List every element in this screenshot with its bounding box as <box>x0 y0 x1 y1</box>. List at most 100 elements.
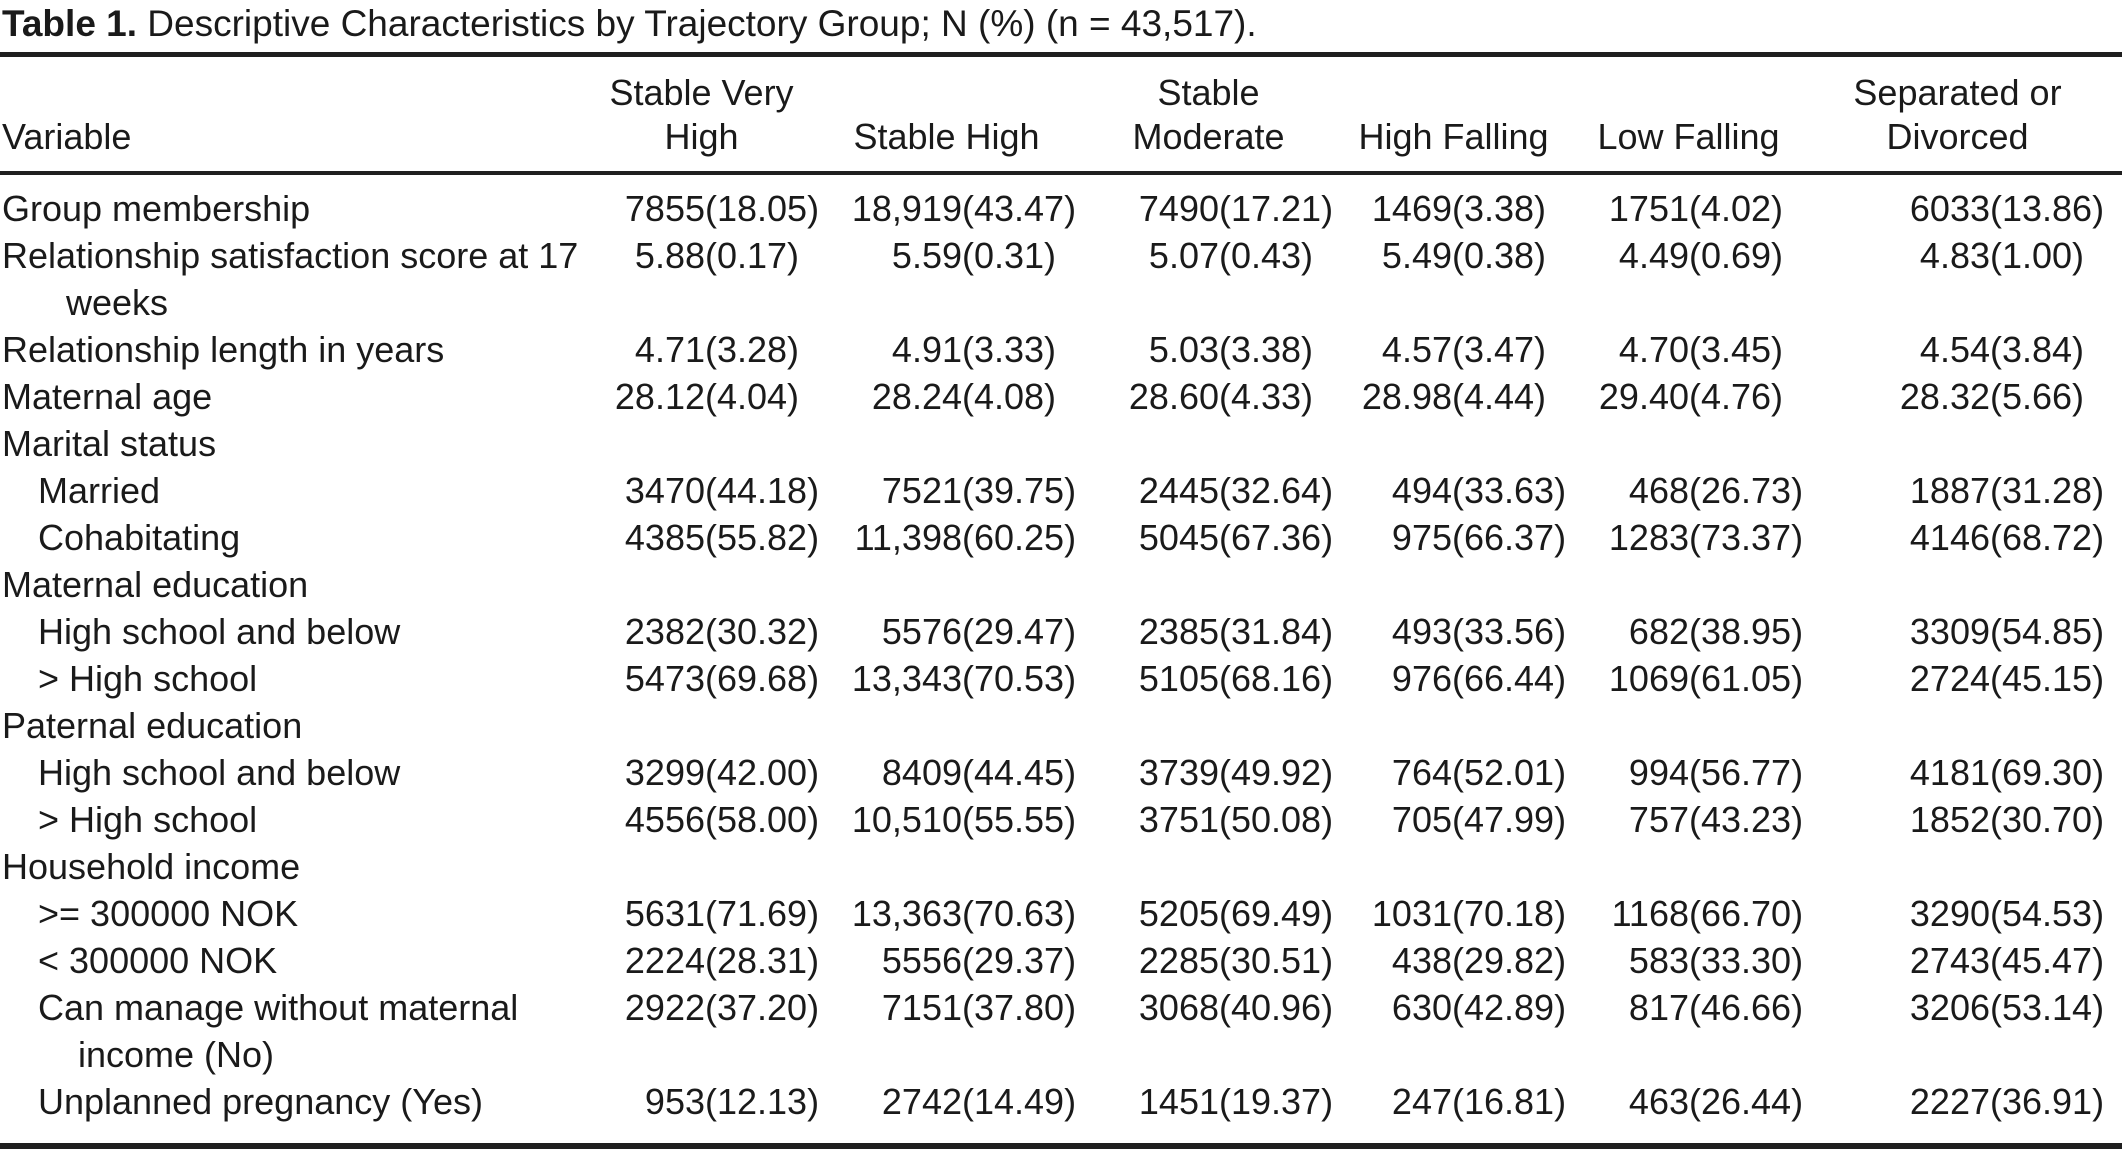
cell-count: 4.54 <box>1919 329 1990 370</box>
cell-percent: (4.04) <box>705 376 800 417</box>
cell-count: 5576 <box>881 611 962 652</box>
cell-count: 28.24 <box>871 376 962 417</box>
bottom-rule <box>0 1143 2122 1149</box>
cell-count: 247 <box>1391 1081 1452 1122</box>
cell-count: 5.07 <box>1148 235 1219 276</box>
cell-percent: (55.82) <box>705 517 820 558</box>
cell-percent: (3.84) <box>1990 329 2085 370</box>
cell-percent: (66.70) <box>1689 893 1804 934</box>
cell-percent: (38.95) <box>1689 611 1804 652</box>
cell-percent: (71.69) <box>705 893 820 934</box>
cell-filler <box>2108 749 2122 796</box>
cell-percent: (31.84) <box>1219 611 1334 652</box>
cell-empty <box>590 420 2122 467</box>
column-header-variable: Variable <box>0 57 590 175</box>
cell-count: 4.57 <box>1381 329 1452 370</box>
cell-percent: (29.37) <box>962 940 1077 981</box>
cell-count: 1283 <box>1608 517 1689 558</box>
cell-count: 2385 <box>1138 611 1219 652</box>
table-row: Relationship satisfaction score at 17 we… <box>0 232 2122 326</box>
cell-count: 1451 <box>1138 1081 1219 1122</box>
cell-count: 7490 <box>1138 188 1219 229</box>
cell-filler <box>2108 514 2122 561</box>
cell-count: 463 <box>1628 1081 1689 1122</box>
cell-percent: (3.47) <box>1452 329 1547 370</box>
table-row: > High school 5473 (69.68) 13,343 (70.53) 510… <box>0 655 2122 702</box>
cell-filler <box>2108 1078 2122 1135</box>
table-row: Can manage without maternal income (No) 2… <box>0 984 2122 1078</box>
cell-percent: (3.38) <box>1452 188 1547 229</box>
row-label: Maternal age <box>2 376 213 417</box>
cell-percent: (47.99) <box>1452 799 1567 840</box>
table-row: >= 300000 NOK 5631 (71.69) 13,363 (70.63) 520… <box>0 890 2122 937</box>
cell-filler <box>2108 655 2122 702</box>
row-label: >= 300000 NOK <box>38 893 299 934</box>
cell-count: 2382 <box>624 611 705 652</box>
table-caption-number: Table 1. <box>2 3 138 44</box>
row-label: Group membership <box>2 188 311 229</box>
cell-percent: (13.86) <box>1990 188 2105 229</box>
cell-percent: (0.17) <box>705 235 800 276</box>
table-row: < 300000 NOK 2224 (28.31) 5556 (29.37) 2285 (3… <box>0 937 2122 984</box>
cell-percent: (0.43) <box>1219 235 1314 276</box>
row-label: Unplanned pregnancy (Yes) <box>38 1081 483 1122</box>
cell-percent: (58.00) <box>705 799 820 840</box>
column-header-stable-high: Stable High <box>813 57 1080 175</box>
row-group-label: Marital status <box>2 423 217 464</box>
cell-percent: (42.89) <box>1452 987 1567 1028</box>
cell-count: 2742 <box>881 1081 962 1122</box>
cell-percent: (50.08) <box>1219 799 1334 840</box>
column-header-filler <box>2108 57 2122 175</box>
cell-count: 705 <box>1391 799 1452 840</box>
cell-count: 4.91 <box>891 329 962 370</box>
cell-percent: (37.20) <box>705 987 820 1028</box>
cell-percent: (33.63) <box>1452 470 1567 511</box>
cell-percent: (49.92) <box>1219 752 1334 793</box>
cell-percent: (17.21) <box>1219 188 1334 229</box>
cell-count: 764 <box>1391 752 1452 793</box>
cell-percent: (73.37) <box>1689 517 1804 558</box>
cell-percent: (66.37) <box>1452 517 1567 558</box>
top-rule <box>0 52 2122 57</box>
table-row: Relationship length in years 4.71 (3.28) 4.… <box>0 326 2122 373</box>
row-label: < 300000 NOK <box>38 940 278 981</box>
cell-count: 4146 <box>1909 517 1990 558</box>
cell-percent: (68.16) <box>1219 658 1334 699</box>
cell-filler <box>2108 326 2122 373</box>
cell-percent: (18.05) <box>705 188 820 229</box>
cell-percent: (69.30) <box>1990 752 2105 793</box>
table-row: High school and below 2382 (30.32) 5576 (29.… <box>0 608 2122 655</box>
cell-percent: (14.49) <box>962 1081 1077 1122</box>
cell-count: 682 <box>1628 611 1689 652</box>
cell-percent: (70.63) <box>962 893 1077 934</box>
row-label: High school and below <box>38 611 401 652</box>
column-header-stable-very-high: Stable Very High <box>590 57 813 175</box>
cell-count: 5105 <box>1138 658 1219 699</box>
cell-count: 976 <box>1391 658 1452 699</box>
table-row: > High school 4556 (58.00) 10,510 (55.55) 375… <box>0 796 2122 843</box>
cell-count: 817 <box>1628 987 1689 1028</box>
cell-percent: (0.69) <box>1689 235 1784 276</box>
row-group-label: Household income <box>2 846 301 887</box>
cell-percent: (3.45) <box>1689 329 1784 370</box>
table-caption-text: Descriptive Characteristics by Trajector… <box>137 3 1257 44</box>
cell-count: 3309 <box>1909 611 1990 652</box>
cell-count: 28.98 <box>1361 376 1452 417</box>
row-label: > High school <box>38 799 258 840</box>
cell-percent: (3.38) <box>1219 329 1314 370</box>
cell-count: 5.03 <box>1148 329 1219 370</box>
cell-count: 583 <box>1628 940 1689 981</box>
table-body: Group membership 7855 (18.05) 18,919 (43.47)… <box>0 173 2122 1135</box>
cell-filler <box>2108 232 2122 326</box>
table-row: Maternal age 28.12 (4.04) 28.24 (4.08) 28.60(… <box>0 373 2122 420</box>
cell-count: 3290 <box>1909 893 1990 934</box>
cell-count: 7855 <box>624 188 705 229</box>
cell-count: 975 <box>1391 517 1452 558</box>
cell-percent: (69.68) <box>705 658 820 699</box>
cell-count: 4.49 <box>1618 235 1689 276</box>
cell-count: 4556 <box>624 799 705 840</box>
cell-percent: (67.36) <box>1219 517 1334 558</box>
cell-count: 493 <box>1391 611 1452 652</box>
cell-empty <box>590 561 2122 608</box>
